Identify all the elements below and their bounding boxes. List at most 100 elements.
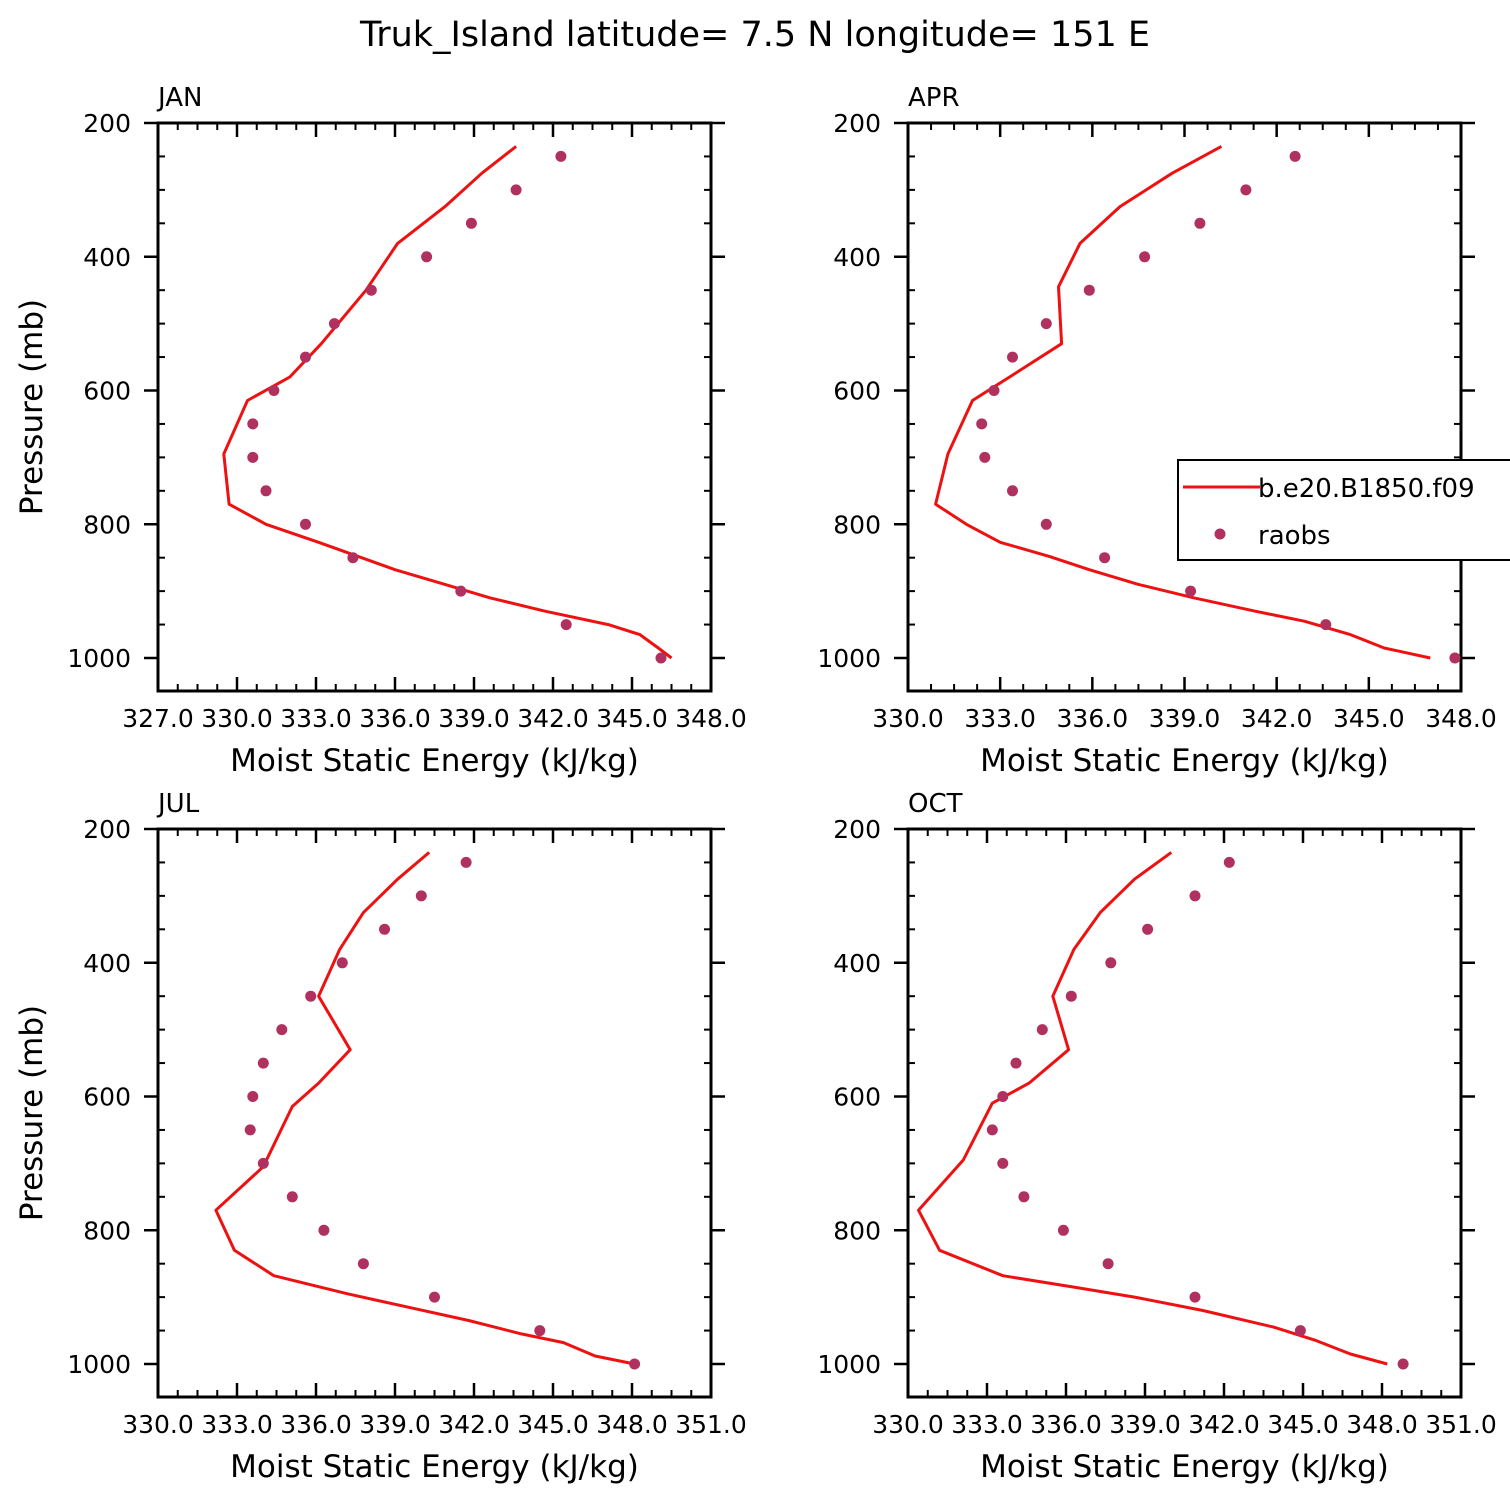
obs-point — [1397, 1358, 1409, 1370]
x-axis-label: Moist Static Energy (kJ/kg) — [980, 1449, 1389, 1485]
x-tick-label: 342.0 — [1241, 704, 1313, 733]
x-tick-label: 333.0 — [201, 1410, 273, 1439]
x-tick-label: 330.0 — [872, 704, 944, 733]
obs-point — [1294, 1325, 1306, 1337]
obs-point — [300, 351, 311, 363]
x-tick-label: 336.0 — [1030, 1410, 1102, 1439]
x-tick-label: 345.0 — [596, 704, 668, 733]
obs-point — [257, 1157, 269, 1169]
legend-model-label: b.e20.B1850.f09 — [1258, 474, 1475, 504]
series-line-model — [214, 851, 635, 1366]
y-tick-label: 200 — [83, 109, 131, 138]
y-tick-label: 600 — [83, 1083, 131, 1112]
panel-title: OCT — [908, 789, 963, 819]
y-tick-label: 200 — [833, 109, 881, 138]
obs-point — [1018, 1191, 1030, 1203]
x-tick-label: 351.0 — [675, 1410, 747, 1439]
obs-point — [336, 957, 348, 969]
x-tick-label: 333.0 — [964, 704, 1036, 733]
x-tick-label: 333.0 — [951, 1410, 1023, 1439]
obs-point — [997, 1157, 1009, 1169]
obs-point — [976, 418, 988, 430]
obs-point — [1040, 518, 1052, 530]
obs-point — [247, 418, 259, 430]
obs-point — [415, 890, 427, 902]
y-tick-label: 1000 — [817, 1350, 881, 1379]
y-tick-label: 800 — [833, 1216, 881, 1245]
obs-point — [988, 385, 1000, 396]
x-tick-label: 333.0 — [280, 704, 352, 733]
x-axis-label: Moist Static Energy (kJ/kg) — [980, 743, 1389, 779]
x-axis-label: Moist Static Energy (kJ/kg) — [230, 1449, 639, 1485]
panel-title: APR — [908, 83, 960, 113]
panel-title: JAN — [156, 83, 202, 113]
obs-point — [1240, 184, 1252, 196]
obs-point — [247, 451, 259, 463]
obs-point — [460, 856, 472, 868]
obs-point — [305, 990, 317, 1002]
panel-jan: JAN 327.0 330.0 333.0 336.0 339.0 342.0 345.0 34… — [14, 83, 747, 779]
obs-point — [260, 485, 272, 497]
obs-point — [1320, 619, 1332, 631]
series-line-model — [222, 145, 673, 660]
obs-point — [276, 1024, 288, 1036]
x-tick-label: 339.0 — [1149, 704, 1221, 733]
obs-point — [1007, 351, 1018, 363]
x-tick-label: 345.0 — [1267, 1410, 1339, 1439]
obs-point — [655, 652, 667, 664]
obs-point — [979, 451, 991, 463]
x-tick-label: 342.0 — [438, 1410, 510, 1439]
series-line-model — [917, 851, 1388, 1366]
y-tick-label: 600 — [833, 1083, 881, 1112]
plot-frame — [906, 827, 1463, 1399]
obs-point — [1040, 318, 1052, 330]
obs-point — [1449, 652, 1461, 664]
y-tick-label: 400 — [833, 949, 881, 978]
y-axis-label: Pressure (mb) — [14, 299, 50, 515]
obs-point — [300, 518, 311, 530]
plot-frame — [156, 121, 713, 693]
obs-point — [1194, 217, 1206, 229]
obs-point — [455, 585, 467, 597]
legend-box — [1177, 459, 1510, 561]
y-tick-label: 800 — [83, 510, 131, 539]
obs-point — [997, 1091, 1009, 1102]
obs-point — [1105, 957, 1117, 969]
obs-point — [560, 619, 572, 631]
x-tick-label: 348.0 — [1346, 1410, 1418, 1439]
y-tick-label: 200 — [833, 815, 881, 844]
obs-point — [1065, 990, 1077, 1002]
x-tick-label: 348.0 — [1425, 704, 1497, 733]
legend-obs-swatch — [1214, 528, 1226, 540]
x-tick-label: 351.0 — [1425, 1410, 1497, 1439]
x-tick-label: 330.0 — [201, 704, 273, 733]
x-tick-label: 330.0 — [122, 1410, 194, 1439]
obs-point — [1223, 856, 1235, 868]
obs-point — [365, 284, 377, 296]
obs-point — [629, 1358, 641, 1370]
obs-point — [379, 923, 390, 935]
y-tick-label: 1000 — [67, 644, 131, 673]
y-tick-label: 600 — [833, 377, 881, 406]
x-tick-label: 348.0 — [675, 704, 747, 733]
series-line-model — [934, 145, 1431, 660]
panel-apr: APR 330.0 333.0 336.0 339.0 342.0 345.0 348.0 20… — [817, 83, 1496, 779]
obs-point — [1142, 923, 1154, 935]
y-tick-label: 400 — [83, 243, 131, 272]
x-tick-label: 339.0 — [1109, 1410, 1181, 1439]
panel-title: JUL — [156, 789, 200, 819]
obs-point — [534, 1325, 546, 1337]
y-tick-label: 800 — [833, 510, 881, 539]
legend-obs-label: raobs — [1258, 521, 1331, 551]
panel-oct: OCT 330.0 333.0 336.0 339.0 342.0 345.0 348.0 35… — [817, 789, 1496, 1485]
panel-jul: JUL 330.0 333.0 336.0 339.0 342.0 345.0 348.0 35… — [14, 789, 747, 1485]
x-tick-label: 345.0 — [517, 1410, 589, 1439]
obs-point — [286, 1191, 298, 1203]
obs-point — [1099, 552, 1111, 564]
legend: b.e20.B1850.f09 raobs — [1177, 459, 1510, 561]
plot-frame — [906, 121, 1463, 693]
obs-point — [1057, 1224, 1069, 1236]
obs-point — [318, 1224, 330, 1236]
